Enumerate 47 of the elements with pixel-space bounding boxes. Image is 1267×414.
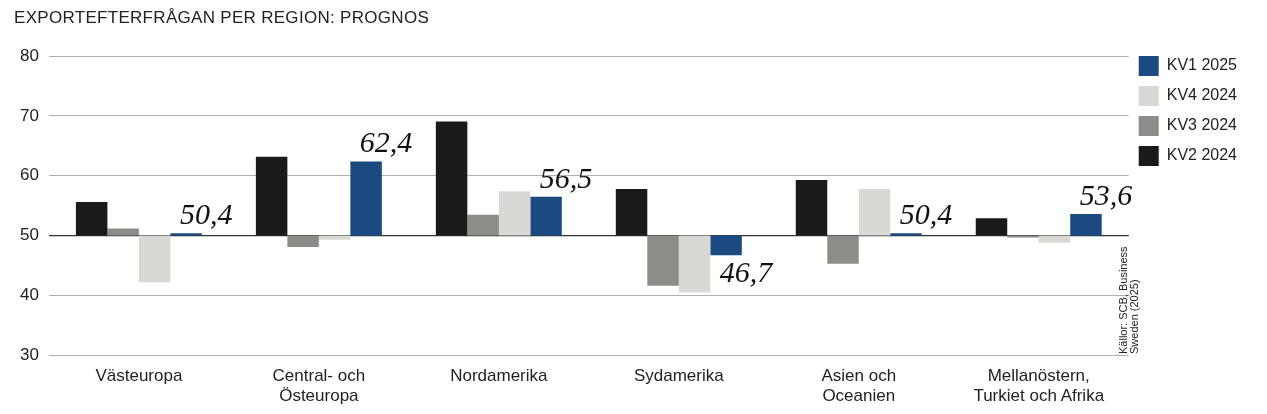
bar (647, 235, 679, 286)
bar (138, 235, 171, 283)
data-label: 56,5 (539, 160, 593, 194)
data-label: 62,4 (359, 125, 413, 159)
legend-label: KV3 2024 (1166, 116, 1238, 134)
legend-label: KV2 2024 (1166, 146, 1238, 164)
bar (75, 202, 108, 236)
x-tick-label: Central- och Östeuropa (272, 366, 366, 406)
bar (858, 188, 891, 236)
chart-title: EXPORTEFTERFRÅGAN PER REGION: PROGNOS (14, 8, 430, 28)
bar (467, 214, 499, 236)
bar (170, 233, 202, 236)
data-label: 50,4 (899, 197, 953, 231)
data-label: 50,4 (179, 197, 233, 231)
annotation: Källor: SCB, Business Sweden (2025) (1117, 245, 1140, 354)
legend-label: KV4 2024 (1166, 86, 1238, 104)
bar (107, 228, 139, 236)
x-tick-label: Västeuropa (95, 366, 183, 386)
bar (435, 121, 468, 236)
y-tick-label: 60 (19, 165, 39, 185)
y-tick-label: 50 (19, 225, 39, 245)
bar (318, 235, 351, 240)
bar (1070, 214, 1102, 236)
y-tick-label: 40 (19, 285, 39, 305)
data-label: 46,7 (719, 255, 775, 289)
bar (1038, 235, 1071, 243)
y-tick-label: 30 (19, 344, 39, 364)
bar (975, 218, 1008, 236)
bar (795, 179, 828, 236)
bar (255, 156, 288, 236)
x-tick-label: Sydamerika (633, 366, 725, 386)
bar (287, 235, 319, 247)
bar (350, 161, 382, 236)
legend-label: KV1 2025 (1166, 56, 1238, 74)
x-tick-label: Nordamerika (450, 366, 549, 386)
data-label: 53,6 (1079, 177, 1133, 211)
x-tick-label: Asien och Oceanien (821, 366, 897, 406)
bar (710, 235, 742, 256)
x-tick-label: Mellanöstern, Turkiet och Afrika (973, 366, 1105, 406)
bar (530, 196, 562, 236)
bar (498, 191, 531, 236)
bar (827, 235, 859, 264)
bar (615, 188, 648, 236)
y-tick-label: 80 (19, 45, 39, 65)
y-tick-label: 70 (19, 105, 39, 125)
bar (678, 235, 711, 293)
bar (890, 233, 922, 236)
